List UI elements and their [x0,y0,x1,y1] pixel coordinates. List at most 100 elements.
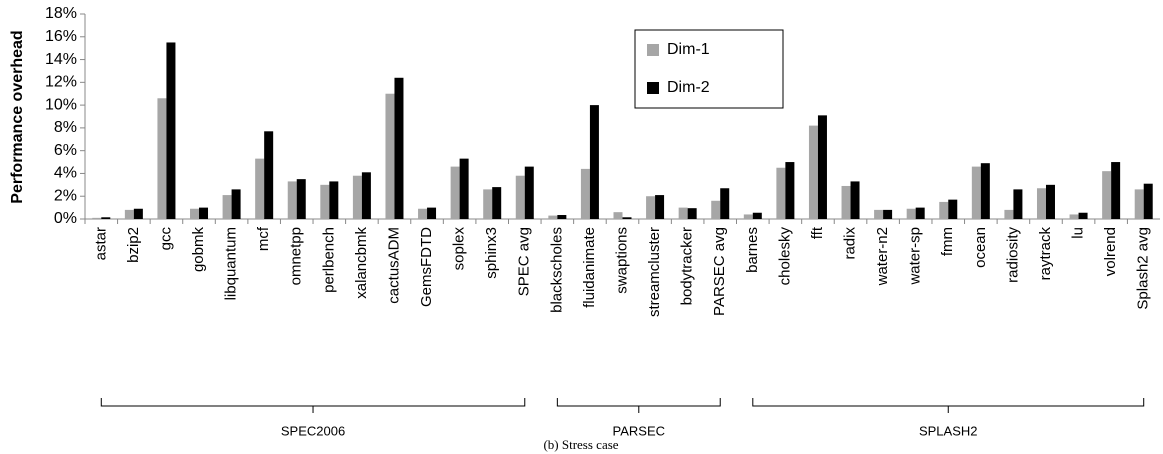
bar [124,209,134,219]
bar [711,200,721,219]
bar [133,208,143,219]
x-tick-label: PARSEC avg [711,227,728,316]
bar [329,181,339,219]
x-tick-label: Splash2 avg [1135,227,1152,310]
x-tick-label: cholesky [776,227,793,286]
x-tick-label: libquantum [223,227,240,300]
x-tick-label: water-n2 [874,227,891,286]
y-tick-label: 8% [54,119,77,136]
bar [548,215,558,219]
x-tick-label: mcf [255,226,272,251]
bar [1078,212,1088,219]
bar [1143,183,1153,219]
bar [199,207,209,219]
bar [687,208,697,219]
bar [971,166,981,219]
x-tick-label: GemsFDTD [418,227,435,307]
x-tick-label: radix [841,227,858,260]
bar [1102,171,1112,219]
bar [720,188,730,219]
bar [841,185,851,219]
bar [1013,189,1023,219]
x-tick-label: raytrack [1037,227,1054,281]
bar [361,172,371,219]
bar [255,158,265,219]
x-tick-label: cactusADM [385,227,402,304]
bar [524,166,534,219]
legend-swatch [647,44,659,56]
x-tick-label: soplex [451,227,468,271]
legend-label: Dim-1 [667,41,710,58]
bar [557,215,567,219]
bar [515,175,525,219]
bar [352,175,362,219]
bar [101,217,111,219]
bar [385,93,395,219]
bar [850,181,860,219]
x-tick-label: fluidanimate [581,227,598,308]
bar [646,196,656,219]
x-tick-label: fft [809,226,826,239]
bar [394,77,404,220]
bar [776,167,786,219]
group-label: SPEC2006 [281,423,345,438]
x-tick-label: volrend [1102,227,1119,276]
bar [492,187,502,219]
bar [743,214,753,219]
bar [287,181,297,219]
x-tick-label: omnetpp [288,227,305,285]
group-bracket [556,398,721,413]
x-tick-label: radiosity [1004,227,1021,283]
bar [166,42,176,219]
bar [320,184,330,219]
bar [450,166,460,219]
x-tick-label: perlbench [320,227,337,293]
bar [264,131,274,219]
x-tick-label: gcc [157,227,174,251]
bar [1036,188,1046,219]
legend-swatch [647,82,659,94]
bar [655,195,665,219]
bar [580,168,590,219]
bar [883,209,893,219]
bar [752,212,762,219]
y-tick-label: 4% [54,165,77,182]
x-tick-label: astar [92,227,109,260]
x-tick-label: bodytracker [679,227,696,305]
bar [427,207,437,219]
x-tick-label: ocean [972,227,989,268]
x-tick-label: SPEC avg [516,227,533,296]
bar [1111,162,1121,219]
bar [613,212,623,219]
y-tick-label: 10% [45,96,77,113]
bar [1069,214,1079,219]
bar [622,217,632,219]
bar [483,189,493,219]
bar [92,217,102,219]
x-tick-label: water-sp [907,227,924,286]
x-tick-label: xalancbmk [353,227,370,299]
x-tick-label: swaptions [613,227,630,294]
y-tick-label: 2% [54,187,77,204]
y-tick-label: 18% [45,5,77,22]
bar [939,201,949,219]
bar [222,195,232,219]
bar [915,207,925,219]
bar [1045,184,1055,219]
x-tick-label: gobmk [190,227,207,273]
bar [1004,209,1014,219]
x-tick-label: bzip2 [125,227,142,263]
bar [459,158,469,219]
x-tick-label: fmm [939,227,956,256]
y-tick-label: 6% [54,142,77,159]
legend-label: Dim-2 [667,79,710,96]
y-tick-label: 16% [45,28,77,45]
bar [980,163,990,219]
x-tick-label: barnes [744,227,761,273]
y-tick-label: 14% [45,51,77,68]
x-tick-label: streamcluster [646,227,663,317]
x-tick-label: sphinx3 [483,227,500,279]
group-bracket [752,398,1145,413]
bar [817,115,827,219]
